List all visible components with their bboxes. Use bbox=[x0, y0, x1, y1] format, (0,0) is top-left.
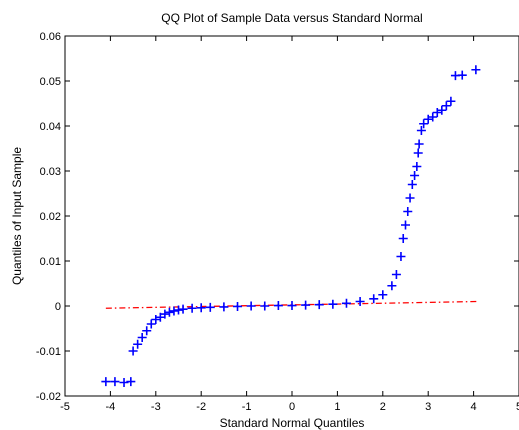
data-point bbox=[412, 162, 422, 171]
data-point bbox=[137, 333, 147, 342]
data-point bbox=[369, 294, 379, 304]
data-point bbox=[398, 234, 408, 243]
data-point bbox=[401, 220, 410, 230]
data-point bbox=[432, 108, 442, 117]
data-point bbox=[110, 377, 120, 387]
x-tick-label: 5 bbox=[516, 401, 519, 413]
x-tick-label: -1 bbox=[242, 401, 252, 413]
data-point bbox=[164, 307, 174, 317]
data-point bbox=[407, 180, 417, 189]
y-tick-label: 0.03 bbox=[40, 166, 61, 178]
data-point bbox=[142, 326, 152, 336]
data-point bbox=[126, 377, 136, 387]
data-point bbox=[403, 207, 413, 216]
data-point bbox=[260, 301, 270, 311]
y-axis-label: Quantiles of Input Sample bbox=[10, 147, 24, 285]
data-point bbox=[151, 315, 161, 324]
y-tick-label: 0.04 bbox=[40, 121, 61, 133]
y-tick-label: -0.01 bbox=[36, 346, 61, 358]
data-point bbox=[423, 114, 433, 124]
data-point bbox=[187, 303, 197, 313]
data-point bbox=[155, 312, 165, 322]
x-axis-ticks: -5 -4 -3 -2 -1 0 1 2 3 4 5 bbox=[60, 36, 519, 413]
x-tick-label: -2 bbox=[196, 401, 206, 413]
data-point bbox=[119, 378, 129, 387]
x-tick-label: 0 bbox=[289, 401, 295, 413]
x-tick-label: -5 bbox=[60, 401, 70, 413]
data-point bbox=[178, 304, 188, 314]
data-point bbox=[446, 96, 456, 106]
x-tick-label: 2 bbox=[380, 401, 386, 413]
data-point bbox=[174, 305, 183, 315]
data-point bbox=[314, 300, 324, 310]
x-tick-label: 4 bbox=[471, 401, 477, 413]
data-point bbox=[246, 301, 256, 311]
data-point bbox=[441, 101, 451, 111]
data-point bbox=[471, 65, 481, 75]
data-point bbox=[273, 301, 283, 311]
data-point bbox=[341, 298, 351, 308]
x-tick-label: 1 bbox=[334, 401, 340, 413]
data-point bbox=[378, 290, 388, 300]
y-tick-label: 0.05 bbox=[40, 76, 61, 88]
data-point bbox=[413, 148, 423, 158]
y-tick-label: 0.02 bbox=[40, 211, 61, 223]
data-point bbox=[391, 270, 401, 279]
y-axis-ticks: -0.02 -0.01 0 0.01 0.02 0.03 0.04 0.05 0.06 bbox=[36, 31, 519, 403]
x-tick-label: -3 bbox=[151, 401, 161, 413]
data-point bbox=[133, 339, 143, 349]
data-point bbox=[101, 377, 111, 387]
data-point bbox=[233, 301, 243, 311]
y-tick-label: 0.01 bbox=[40, 256, 61, 268]
data-point bbox=[457, 70, 467, 80]
data-point bbox=[169, 306, 179, 316]
data-point bbox=[128, 346, 138, 356]
y-tick-label: 0 bbox=[55, 301, 61, 313]
x-tick-label: -4 bbox=[106, 401, 116, 413]
plot-area bbox=[64, 35, 519, 397]
data-point bbox=[405, 193, 415, 203]
data-point bbox=[287, 301, 297, 311]
x-tick-label: 3 bbox=[425, 401, 431, 413]
data-points bbox=[101, 65, 481, 387]
data-point bbox=[396, 252, 406, 261]
y-tick-label: 0.06 bbox=[40, 31, 61, 43]
data-point bbox=[196, 303, 206, 313]
chart-title: QQ Plot of Sample Data versus Standard N… bbox=[161, 11, 422, 25]
x-axis-label: Standard Normal Quantiles bbox=[220, 416, 365, 430]
y-tick-label: -0.02 bbox=[36, 391, 61, 403]
data-point bbox=[387, 281, 397, 291]
data-point bbox=[205, 302, 215, 312]
data-point bbox=[428, 112, 438, 122]
data-point bbox=[416, 126, 426, 135]
data-point bbox=[437, 105, 447, 115]
data-point bbox=[146, 319, 156, 329]
data-point bbox=[410, 171, 420, 180]
data-point bbox=[219, 302, 229, 312]
data-point bbox=[328, 299, 338, 309]
data-point bbox=[160, 309, 170, 319]
data-point bbox=[414, 139, 424, 149]
data-point bbox=[419, 119, 429, 129]
data-point bbox=[355, 297, 365, 306]
data-point bbox=[301, 300, 311, 310]
